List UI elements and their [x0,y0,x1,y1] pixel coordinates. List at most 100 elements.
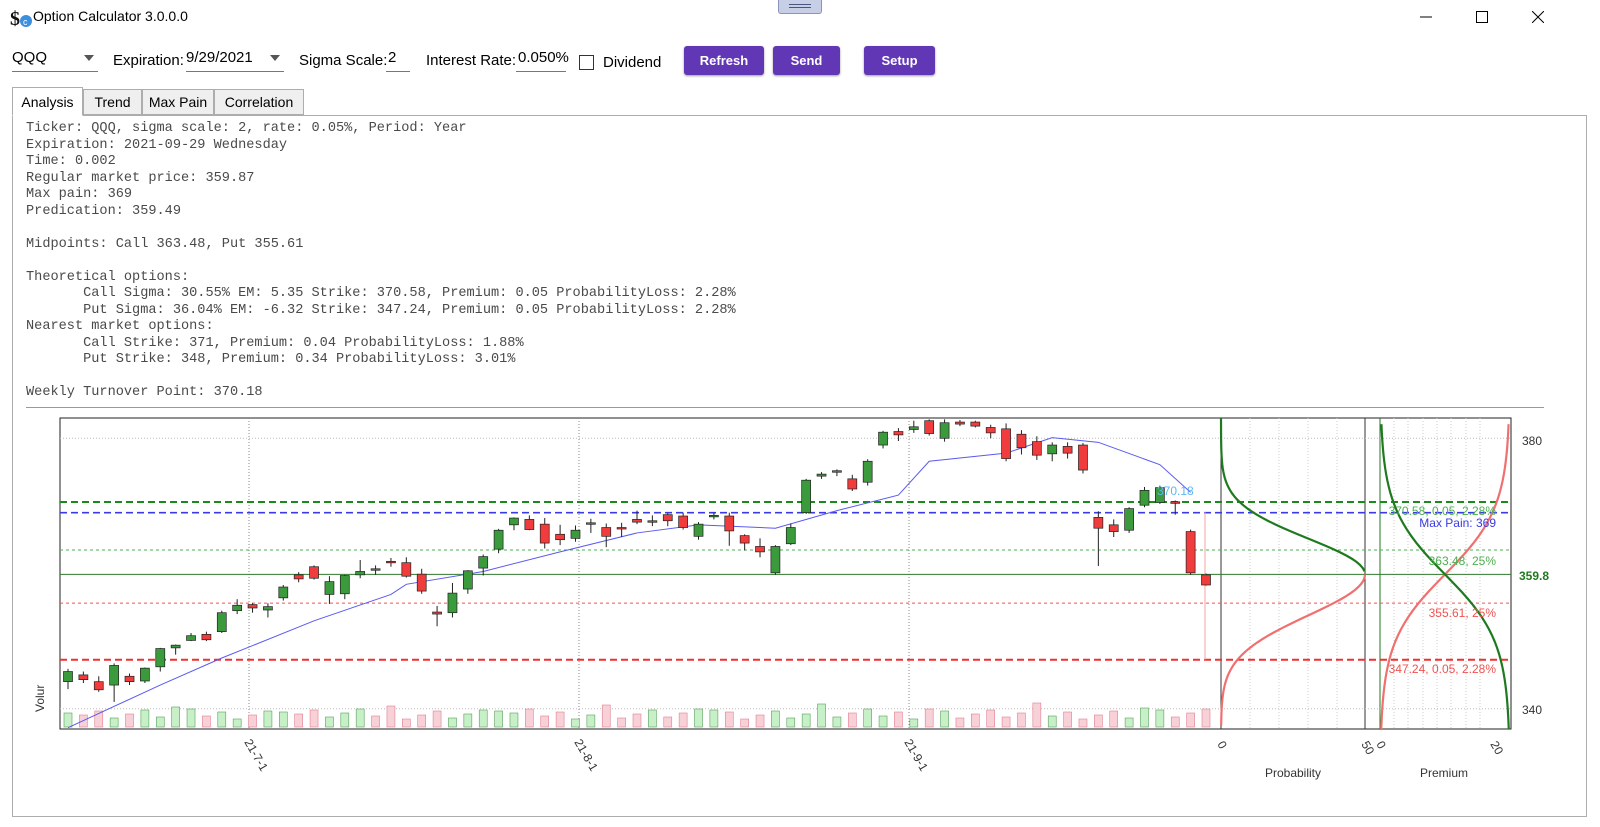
ticker-combobox[interactable]: QQQ [12,44,98,72]
candle-body [278,586,289,599]
candle-body [924,420,935,434]
candle-body [678,515,688,528]
candle-body [478,556,489,569]
put-midpoint-label: 355.61, 25% [1429,606,1497,620]
report-line: Nearest market options: [26,319,214,334]
candle-body [755,546,765,553]
volume-bar [1140,707,1149,728]
report-line: Max pain: 369 [26,187,133,202]
candle-body [109,665,119,686]
call-premium-curve [1380,424,1510,730]
tab-correlation[interactable]: Correlation [214,89,304,115]
candle-body [1001,428,1011,459]
candle-body [263,606,273,611]
separator [26,407,1544,408]
volume-bar [894,711,903,728]
candle-body [1170,501,1181,504]
candle-body [170,644,181,649]
volume-bar [432,710,442,728]
y-tick-340: 340 [1522,703,1542,717]
candle-body [539,523,550,544]
report-line: Midpoints: Call 363.48, Put 355.61 [26,236,304,252]
volume-bar [694,708,703,728]
send-button[interactable]: Send [773,46,840,75]
candle-body [386,560,396,564]
checkbox-box [579,54,594,70]
dividend-label: Dividend [603,53,662,71]
volume-bar [294,713,303,728]
probability-axis-label: Probability [1265,766,1321,780]
call-midpoint-label: 363.48, 25% [1429,554,1497,568]
candle-body [570,529,581,539]
tab-max-pain[interactable]: Max Pain [142,89,214,115]
volume-bar [648,709,657,728]
x-tick-aug: 21-8-1 [571,737,601,774]
candle-body [1201,574,1211,586]
put-premium-curve [1380,424,1510,730]
prob-tick-0: 0 [1214,739,1230,752]
volume-bar [355,708,365,728]
close-button[interactable] [1510,0,1566,34]
minimize-icon [1420,16,1432,18]
volume-bar [755,714,765,728]
candle-body [416,573,427,592]
volume-bar [586,714,596,728]
candle-body [432,611,442,615]
volume-bar [109,717,119,728]
volume-bar [955,717,965,728]
volume-bar [1047,715,1057,728]
volume-bar [525,708,534,728]
x-tick-sep: 21-9-1 [901,737,931,774]
interest-rate-input[interactable]: 0.050% [516,44,569,72]
volume-bar [555,711,565,728]
volume-bar [1001,716,1011,728]
volume-bar [571,718,580,728]
candle-body [662,514,673,522]
turnover-point-label: 370.18 [1157,484,1194,498]
volume-bar [709,709,719,728]
setup-button[interactable]: Setup [864,46,935,75]
volume-bar [340,712,350,728]
candle-body [309,566,319,579]
maximize-button[interactable] [1454,0,1510,34]
report-line: Call Strike: 371, Premium: 0.04 Probabil… [26,335,524,351]
tab-analysis[interactable]: Analysis [12,87,83,116]
volume-bar [986,709,996,728]
tab-trend[interactable]: Trend [83,89,142,115]
volume-bar [771,710,780,728]
sigma-scale-input[interactable]: 2 [386,44,410,72]
volume-bar [278,711,288,728]
volume-bar [601,704,611,728]
candle-body [401,562,412,577]
chevron-down-icon [270,54,280,61]
volume-bar [1094,714,1103,728]
candle-body [816,473,827,477]
volume-bar [63,712,73,728]
volume-bar [371,715,380,728]
volume-bar [325,716,334,728]
volume-bar [1155,709,1165,728]
volume-bar [232,718,242,728]
minimize-button[interactable] [1398,0,1454,34]
volume-bar [463,713,473,728]
refresh-button[interactable]: Refresh [684,46,764,75]
put-strike-label: 347.24, 0.05, 2.28% [1389,662,1497,676]
volume-bar [663,716,673,728]
volume-bar [186,708,196,728]
candle-body [78,674,89,680]
candle-body [293,574,304,580]
volume-bar [863,708,872,728]
dollar-calculator-icon: $ c [9,7,33,30]
report-line: Expiration: 2021-09-29 Wednesday [26,137,288,153]
candle-body [509,517,519,526]
report-line: Weekly Turnover Point: 370.18 [26,385,263,400]
dividend-checkbox[interactable]: Dividend [579,46,661,78]
candle-body [63,671,73,683]
report-line: Ticker: QQQ, sigma scale: 2, rate: 0.05%… [26,121,467,136]
report-line: Theoretical options: [26,269,190,285]
window-grip-handle[interactable] [778,0,822,14]
candle-body [632,519,642,523]
candle-body [739,535,750,544]
candle-body [370,568,381,571]
expiration-date-picker[interactable]: 9/29/2021 [186,44,284,72]
